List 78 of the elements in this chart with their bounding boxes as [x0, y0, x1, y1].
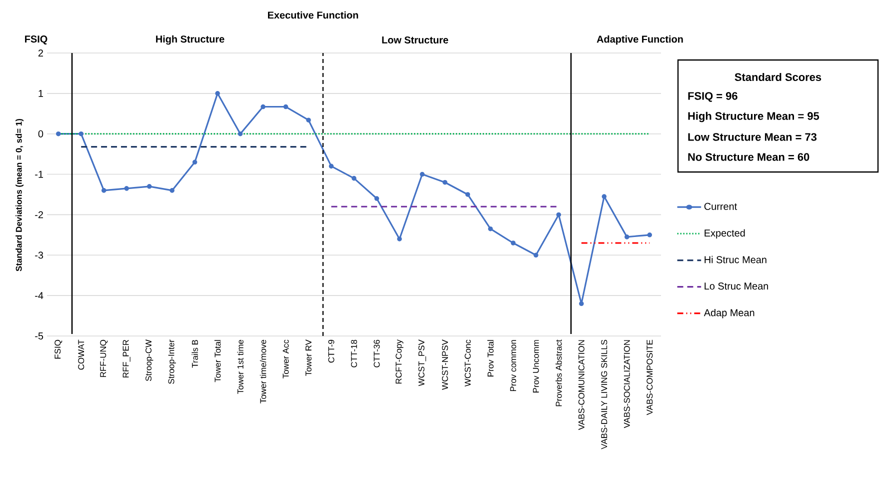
x-tick-label: RFF-UNQ: [100, 340, 108, 377]
point: [260, 104, 266, 110]
text: Adaptive Function: [596, 35, 683, 45]
point: [465, 192, 470, 197]
y-tick-label: 0: [38, 130, 44, 138]
point: [124, 186, 129, 191]
y-tick-label: 1: [38, 90, 44, 97]
point: [146, 184, 152, 189]
point: [352, 176, 356, 181]
point: [602, 194, 607, 199]
text: No Structure Mean = 60: [688, 153, 810, 161]
x-tick-label: WCST-NPSV: [442, 340, 448, 390]
legend-label: Lo Struc Mean: [704, 282, 768, 290]
x-tick-label: CTT-18: [351, 340, 357, 368]
x-tick-label: WCST_PSV: [418, 340, 426, 386]
point: [420, 172, 425, 177]
x-tick-label: Proverbs Abstract: [556, 340, 562, 406]
y-tick-label: 2: [38, 50, 43, 56]
y-tick-label: -5: [35, 332, 44, 340]
x-tick-label: Tower RV: [306, 340, 312, 376]
legend-label: Adap Mean: [704, 308, 754, 318]
x-tick-label: Trails B: [192, 340, 198, 368]
x-tick-label: Stroop-Inter: [168, 340, 176, 384]
x-tick-label: VABS-SOCIALIZATION: [624, 340, 630, 428]
text: Executive Function: [268, 11, 358, 19]
point: [488, 226, 493, 232]
point: [579, 301, 584, 306]
y-tick-label: -4: [35, 292, 44, 299]
text: FSIQ = 96: [688, 92, 738, 102]
point: [192, 160, 198, 165]
point: [328, 164, 334, 169]
x-tick-label: CTT-9: [328, 340, 334, 363]
point: [283, 104, 288, 110]
text: FSIQ: [25, 36, 48, 44]
x-tick-label: RCFT-Copy: [396, 340, 404, 384]
legend-label: Expected: [704, 229, 745, 239]
point: [556, 212, 562, 218]
y-tick-label: -1: [35, 170, 44, 178]
point: [56, 131, 61, 136]
x-tick-label: Stroop-CW: [146, 340, 154, 381]
point: [170, 188, 174, 193]
x-tick-label: RFF_PER: [122, 340, 130, 378]
point: [624, 234, 630, 240]
legend-label: Hi Struc Mean: [704, 256, 766, 264]
y-tick-label: -3: [35, 252, 44, 259]
point: [215, 91, 220, 96]
x-tick-label: Tower 1st time: [237, 340, 244, 394]
y-axis-title: Standard Deviations (mean = 0, sd= 1): [16, 118, 24, 272]
x-tick-label: Prov Uncomm: [532, 340, 539, 392]
y-tick-label: -2: [35, 211, 43, 218]
x-tick-label: COWAT: [78, 340, 84, 370]
x-tick-label: Tower Total: [214, 340, 221, 382]
x-tick-label: Prov Total: [487, 340, 494, 376]
x-tick-label: WCST-Conc: [464, 340, 471, 387]
point: [306, 118, 311, 122]
x-tick-label: Tower Acc: [282, 340, 289, 378]
x-tick-label: VABS-COMPOSITE: [646, 340, 653, 416]
point: [374, 196, 380, 201]
legend-label: Current: [704, 202, 738, 210]
text: High Structure: [156, 35, 224, 45]
x-tick-label: Tower time/move: [260, 340, 266, 404]
point: [238, 131, 243, 136]
point: [647, 232, 652, 238]
x-tick-label: VABS-DAILY LIVING SKILLS: [601, 340, 608, 450]
point: [534, 252, 538, 258]
point: [101, 188, 106, 193]
point: [78, 131, 84, 136]
text: High Structure Mean = 95: [688, 112, 820, 122]
text: Standard Scores: [734, 72, 822, 82]
x-tick-label: FSIQ: [54, 340, 62, 359]
x-tick-label: CTT-36: [374, 340, 380, 368]
x-tick-label: Prov common: [510, 340, 516, 392]
point: [397, 236, 402, 242]
point: [442, 180, 448, 185]
text: Low Structure: [382, 36, 448, 44]
point: [510, 240, 516, 246]
text: Low Structure Mean = 73: [688, 133, 817, 141]
x-tick-label: VABS-COMUNICATION: [578, 340, 584, 430]
